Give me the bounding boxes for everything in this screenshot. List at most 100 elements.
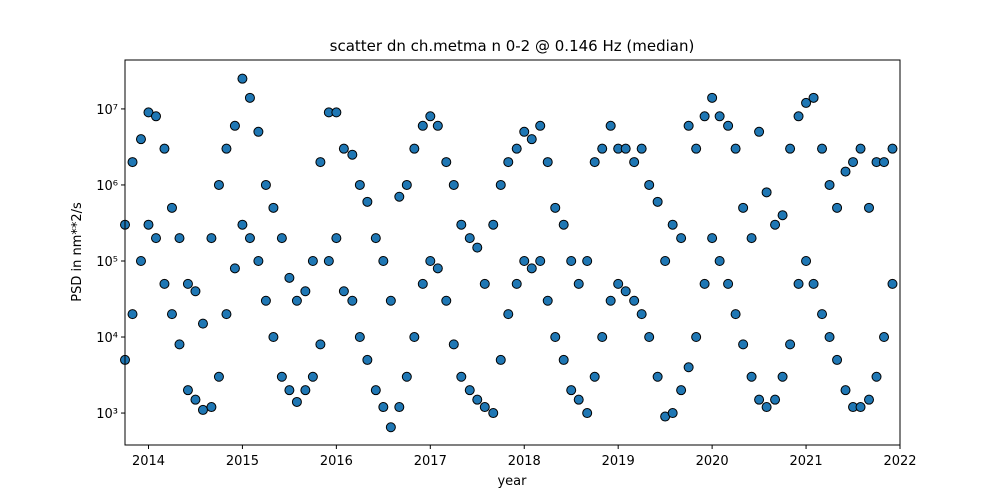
point <box>479 278 490 289</box>
point <box>550 202 561 213</box>
point <box>213 371 224 382</box>
point <box>660 255 671 266</box>
point <box>370 385 381 396</box>
point <box>425 111 436 122</box>
point <box>425 255 436 266</box>
point <box>307 255 318 266</box>
point <box>597 143 608 154</box>
point <box>620 143 631 154</box>
point <box>511 143 522 154</box>
point <box>699 278 710 289</box>
point <box>644 332 655 343</box>
y-tick-label: 10⁶ <box>96 179 118 194</box>
point <box>879 157 890 168</box>
point <box>629 157 640 168</box>
point <box>526 263 537 274</box>
point <box>550 332 561 343</box>
point <box>197 404 208 415</box>
x-tick-label: 2018 <box>508 454 541 469</box>
point <box>879 332 890 343</box>
point <box>864 394 874 405</box>
point <box>793 111 804 122</box>
point <box>495 179 506 190</box>
point <box>347 149 358 160</box>
point <box>691 332 702 343</box>
point <box>832 354 843 365</box>
point <box>785 339 796 350</box>
point <box>464 385 475 396</box>
point <box>315 157 326 168</box>
point <box>761 187 772 198</box>
point <box>378 255 389 266</box>
point <box>253 126 264 137</box>
point <box>605 295 616 306</box>
x-tick-label: 2019 <box>602 454 635 469</box>
x-tick-label: 2014 <box>132 454 165 469</box>
point <box>135 134 146 145</box>
x-tick-label: 2021 <box>790 454 823 469</box>
point <box>746 233 757 244</box>
point <box>535 120 546 131</box>
point <box>354 179 365 190</box>
point <box>840 166 851 177</box>
point <box>229 263 240 274</box>
point <box>636 309 647 320</box>
point <box>284 272 295 283</box>
point <box>754 394 765 405</box>
y-tick-label: 10⁷ <box>96 103 118 118</box>
point <box>143 219 154 230</box>
point <box>597 332 608 343</box>
point <box>370 233 381 244</box>
point <box>237 73 248 84</box>
point <box>738 339 749 350</box>
point <box>582 255 593 266</box>
point <box>479 402 490 413</box>
point <box>174 233 185 244</box>
point <box>511 278 522 289</box>
point <box>723 278 734 289</box>
point <box>676 385 687 396</box>
point <box>503 309 514 320</box>
point <box>394 191 405 202</box>
point <box>417 278 428 289</box>
point <box>887 143 898 154</box>
point <box>237 219 248 230</box>
point <box>801 255 812 266</box>
point <box>855 143 866 154</box>
point <box>808 278 819 289</box>
point <box>730 309 741 320</box>
point <box>362 196 373 207</box>
point <box>354 332 365 343</box>
point <box>284 385 295 396</box>
point <box>723 120 734 131</box>
point <box>566 255 577 266</box>
point <box>620 286 631 297</box>
point <box>542 157 553 168</box>
point <box>432 120 443 131</box>
point <box>526 134 537 145</box>
point <box>159 278 170 289</box>
point <box>401 371 412 382</box>
point <box>714 255 725 266</box>
point <box>135 255 146 266</box>
point <box>746 371 757 382</box>
point <box>832 202 843 213</box>
point <box>253 255 264 266</box>
point <box>495 354 506 365</box>
point <box>848 157 859 168</box>
point <box>221 309 232 320</box>
point <box>206 402 217 413</box>
y-tick-label: 10⁴ <box>96 331 118 346</box>
y-tick-label: 10³ <box>96 407 118 422</box>
point <box>503 157 514 168</box>
point <box>268 332 279 343</box>
point <box>307 371 318 382</box>
point <box>864 202 874 213</box>
point <box>338 286 349 297</box>
point <box>127 309 138 320</box>
point <box>456 219 467 230</box>
point <box>260 295 271 306</box>
point <box>519 255 530 266</box>
point <box>542 295 553 306</box>
